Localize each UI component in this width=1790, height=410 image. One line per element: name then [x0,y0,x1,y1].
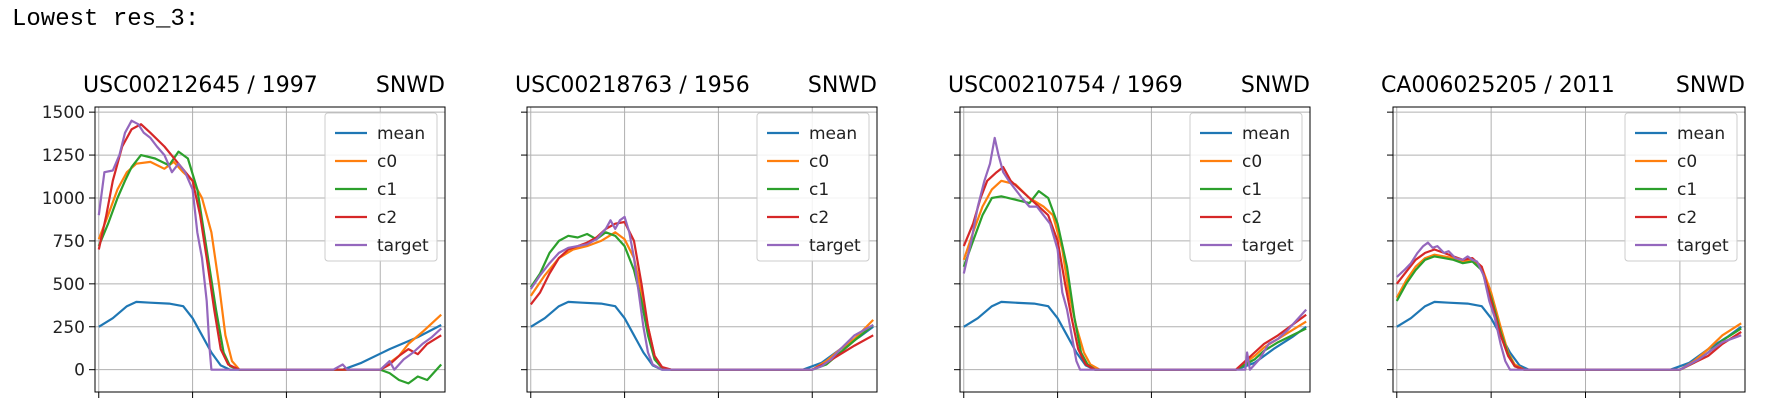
legend-label: c2 [1242,208,1262,228]
legend-label: c0 [1242,152,1262,172]
chart-title: USC00218763 / 1956 [515,73,750,98]
legend-label: c1 [1242,180,1262,200]
chart-title: USC00210754 / 1969 [948,73,1183,98]
y-tick-label: 1000 [42,189,85,209]
chart-title-right: SNWD [808,73,877,98]
series-line-target [1396,241,1742,371]
legend-label: c0 [377,152,397,172]
series-line-c0 [1395,253,1742,371]
legend-label: target [1242,236,1294,256]
series-line-c2 [1395,248,1742,371]
legend-label: c0 [1677,152,1697,172]
legend-label: target [1677,236,1729,256]
plot-frame [959,106,1311,393]
chart-panel-4: CA006025205 / 2011 SNWD mean c0 c1 c2 target [1381,73,1746,398]
y-tick-label: 1250 [42,146,85,166]
plot-frame [94,106,446,393]
plot-frame [1392,106,1746,393]
y-tick-label: 750 [53,232,85,252]
series-line-c2 [97,123,442,371]
series-line-c0 [529,231,874,371]
chart-panel-2: USC00218763 / 1956 SNWD mean c0 c1 c2 target [515,73,878,398]
series-line-target [962,136,1308,371]
legend-label: c0 [809,152,829,172]
chart-title-right: SNWD [1241,73,1310,98]
series-line-c0 [962,179,1307,371]
legend-label: c1 [809,180,829,200]
legend-label: c2 [1677,208,1697,228]
legend-label: mean [809,124,857,144]
legend-label: target [377,236,429,256]
series-line-mean [98,300,442,371]
plot-frame [526,106,878,393]
legend-label: c1 [1677,180,1697,200]
legend-box [1189,112,1303,262]
series-group [97,119,443,385]
legend-label: mean [1242,124,1290,144]
chart-title-right: SNWD [376,73,445,98]
legend-label: mean [1677,124,1725,144]
series-group [1395,241,1742,371]
series-line-target [97,119,442,371]
y-tick-label: 500 [53,275,85,295]
page-heading: Lowest res_3: [12,6,200,33]
y-tick-label: 1500 [42,103,85,123]
legend-box [756,112,870,262]
series-line-c1 [962,190,1307,371]
legend-label: target [809,236,861,256]
series-line-target [529,215,874,371]
chart-panel-3: USC00210754 / 1969 SNWD mean c0 c1 c2 target [948,73,1311,398]
series-group [962,136,1308,371]
legend-label: c2 [377,208,397,228]
chart-title: USC00212645 / 1997 [83,73,318,98]
series-line-mean [530,300,874,371]
series-group [529,215,874,371]
chart-title: CA006025205 / 2011 [1381,73,1615,98]
legend-box [1624,112,1738,262]
legend-label: c2 [809,208,829,228]
legend-label: c1 [377,180,397,200]
series-line-mean [1396,300,1742,371]
legend-box [324,112,438,262]
y-tick-label: 0 [74,361,85,381]
chart-title-right: SNWD [1676,73,1745,98]
series-line-c1 [97,150,443,385]
legend-label: mean [377,124,425,144]
series-line-c1 [1395,255,1742,371]
chart-panel-1: 0 250 500 750 1000 1250 1500 USC00212645 / 1997… [42,73,446,398]
y-tick-label: 250 [53,318,85,338]
